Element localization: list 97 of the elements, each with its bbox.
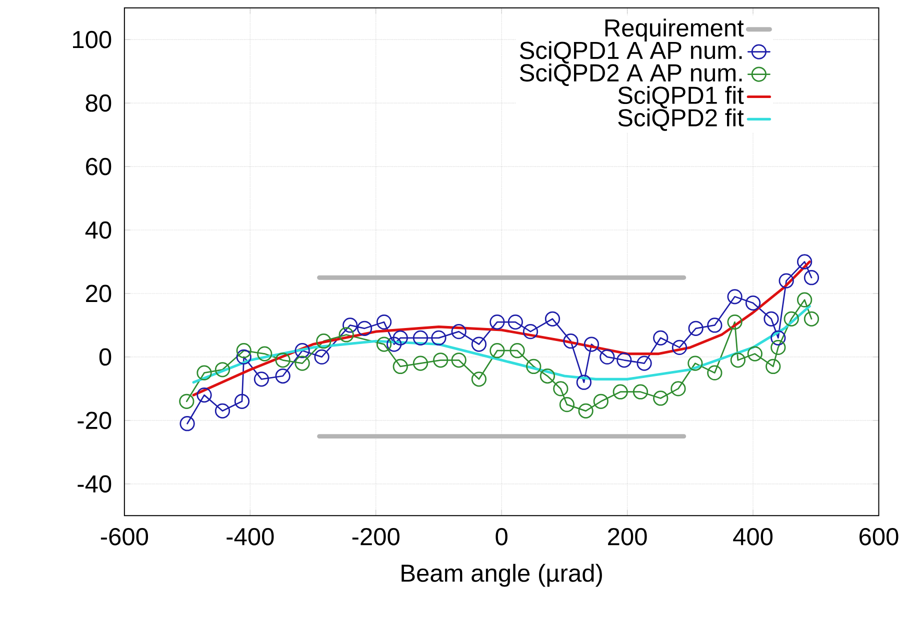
y-tick-label: 80: [86, 94, 112, 112]
point: [653, 390, 668, 406]
point: [653, 330, 668, 346]
legend-label: SciQPD1 fit: [618, 86, 744, 109]
point: [471, 336, 487, 352]
legend-label: SciQPD1 A AP num.: [520, 41, 742, 64]
point: [275, 352, 290, 368]
point: [490, 343, 505, 358]
point: [294, 343, 310, 358]
x-tick-label: 400: [733, 528, 773, 546]
point: [804, 270, 820, 286]
point: [412, 356, 428, 372]
point: [770, 340, 786, 356]
point: [392, 330, 408, 346]
point: [764, 312, 779, 327]
point: [747, 346, 762, 362]
point: [797, 254, 812, 270]
point: [275, 368, 290, 384]
point: [294, 356, 310, 372]
x-tick-label: 600: [860, 528, 898, 546]
y-tick-label: 100: [73, 31, 112, 49]
point: [797, 292, 812, 308]
x-axis-title: Beam angle (µrad): [402, 564, 602, 587]
point: [490, 314, 505, 330]
y-tick-label: 20: [86, 285, 112, 302]
point: [730, 352, 746, 368]
point: [770, 330, 786, 346]
point: [616, 352, 632, 368]
point: [392, 359, 408, 374]
point: [236, 343, 252, 358]
point: [214, 404, 230, 419]
point: [236, 350, 252, 365]
point: [636, 356, 652, 372]
point: [196, 365, 212, 381]
point: [526, 359, 542, 374]
point: [257, 346, 272, 362]
point: [522, 324, 538, 340]
point: [784, 312, 799, 327]
point: [376, 336, 392, 352]
point: [544, 312, 560, 327]
y-tick-label: 0: [99, 348, 112, 366]
point: [688, 321, 704, 336]
point: [584, 336, 600, 352]
point: [412, 330, 428, 346]
point: [180, 416, 195, 432]
point: [196, 388, 212, 403]
point: [553, 381, 568, 396]
point: [670, 381, 686, 396]
point: [707, 365, 722, 381]
point: [431, 330, 446, 346]
point: [612, 384, 628, 400]
point: [234, 394, 250, 410]
y-tick-label: 40: [85, 222, 112, 239]
point: [593, 394, 608, 410]
point: [376, 314, 392, 330]
point: [804, 312, 820, 327]
point: [672, 340, 688, 356]
point: [778, 273, 794, 289]
point: [316, 334, 332, 349]
y-tick-label: -40: [78, 475, 112, 493]
point: [766, 359, 781, 374]
point: [451, 352, 466, 368]
point: [451, 324, 466, 340]
legend-label: SciQPD2 A AP num.: [520, 64, 742, 86]
point: [559, 397, 575, 412]
point: [179, 394, 194, 410]
point: [342, 318, 358, 334]
x-tick-label: 200: [608, 528, 647, 546]
point: [727, 314, 742, 330]
point: [214, 362, 230, 378]
point: [600, 350, 615, 365]
point: [576, 375, 592, 390]
point: [727, 289, 742, 304]
point: [540, 368, 556, 384]
point: [632, 384, 648, 400]
x-tick-label: -200: [352, 528, 400, 546]
point: [356, 321, 372, 336]
point: [688, 356, 703, 372]
point: [338, 327, 354, 343]
point: [254, 372, 270, 387]
x-tick-label: -600: [100, 528, 148, 546]
point: [386, 336, 402, 352]
point: [707, 318, 722, 334]
point: [510, 343, 525, 358]
legend-label: Requirement: [605, 18, 744, 42]
y-tick-label: -20: [78, 412, 112, 430]
x-tick-label: 0: [496, 528, 508, 546]
x-tick-label: -400: [226, 528, 274, 546]
point: [578, 404, 594, 419]
point: [471, 372, 487, 387]
legend-label: SciQPD2 fit: [618, 108, 744, 132]
point: [563, 334, 578, 349]
point: [508, 314, 523, 330]
point: [745, 296, 761, 311]
point: [314, 350, 330, 365]
point: [433, 352, 448, 368]
y-tick-label: 60: [86, 158, 112, 176]
